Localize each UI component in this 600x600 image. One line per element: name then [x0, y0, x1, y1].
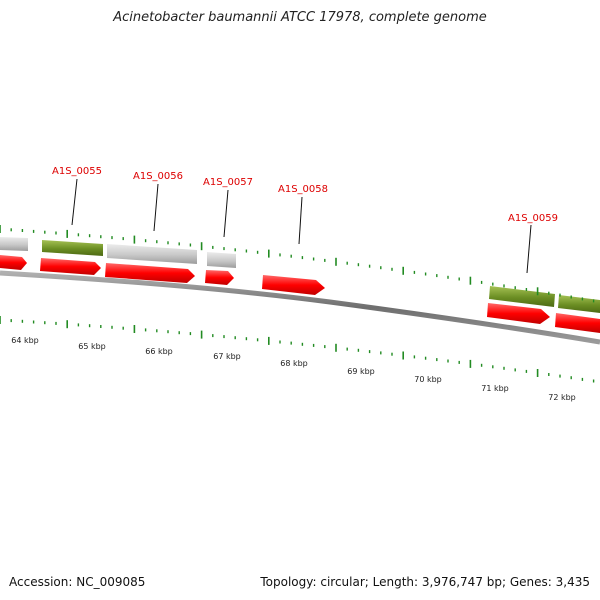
cds-arrow[interactable] [262, 275, 325, 295]
leader-line [153, 183, 159, 232]
gene-bar[interactable] [107, 244, 197, 264]
label-leaders [71, 178, 532, 274]
gene-label-a1s-0059[interactable]: A1S_0059 [508, 213, 558, 224]
cds-arrow[interactable] [105, 263, 195, 283]
scale-label: 69 kbp [347, 367, 375, 376]
accession-text: Accession: NC_009085 [9, 575, 146, 589]
scale-label: 71 kbp [481, 384, 509, 393]
cds-arrow[interactable] [487, 303, 550, 324]
scale-label: 66 kbp [145, 347, 173, 356]
backbone-arc [0, 270, 600, 345]
leader-line [526, 224, 532, 274]
gene-bar[interactable] [0, 237, 28, 251]
scale-labels: 64 kbp 65 kbp 66 kbp 67 kbp 68 kbp 69 kb… [11, 336, 576, 402]
scale-label: 64 kbp [11, 336, 39, 345]
gene-bar[interactable] [42, 240, 103, 256]
cds-arrow[interactable] [0, 255, 27, 270]
cds-arrow[interactable] [555, 313, 600, 333]
gene-bar[interactable] [558, 295, 600, 313]
cds-arrow[interactable] [205, 270, 234, 285]
leader-line [298, 196, 303, 245]
scale-label: 67 kbp [213, 352, 241, 361]
cds-arrow[interactable] [40, 258, 101, 275]
gene-label-a1s-0058[interactable]: A1S_0058 [278, 184, 328, 195]
scale-label: 65 kbp [78, 342, 106, 351]
upper-tick-marks [0, 225, 595, 303]
leader-line [71, 178, 78, 226]
cds-lane [0, 255, 600, 333]
gene-label-a1s-0057[interactable]: A1S_0057 [203, 177, 253, 188]
gene-label-a1s-0056[interactable]: A1S_0056 [133, 171, 183, 182]
leader-line [223, 189, 229, 238]
gene-lane-upper [0, 237, 600, 313]
scale-tick-marks [0, 316, 595, 383]
gene-bar[interactable] [489, 286, 555, 307]
genome-summary-text: Topology: circular; Length: 3,976,747 bp… [260, 575, 590, 589]
gene-label-a1s-0055[interactable]: A1S_0055 [52, 166, 102, 177]
scale-label: 68 kbp [280, 359, 308, 368]
gene-bar[interactable] [207, 252, 236, 268]
scale-label: 72 kbp [548, 393, 576, 402]
scale-label: 70 kbp [414, 375, 442, 384]
map-title: Acinetobacter baumannii ATCC 17978, comp… [113, 10, 487, 25]
